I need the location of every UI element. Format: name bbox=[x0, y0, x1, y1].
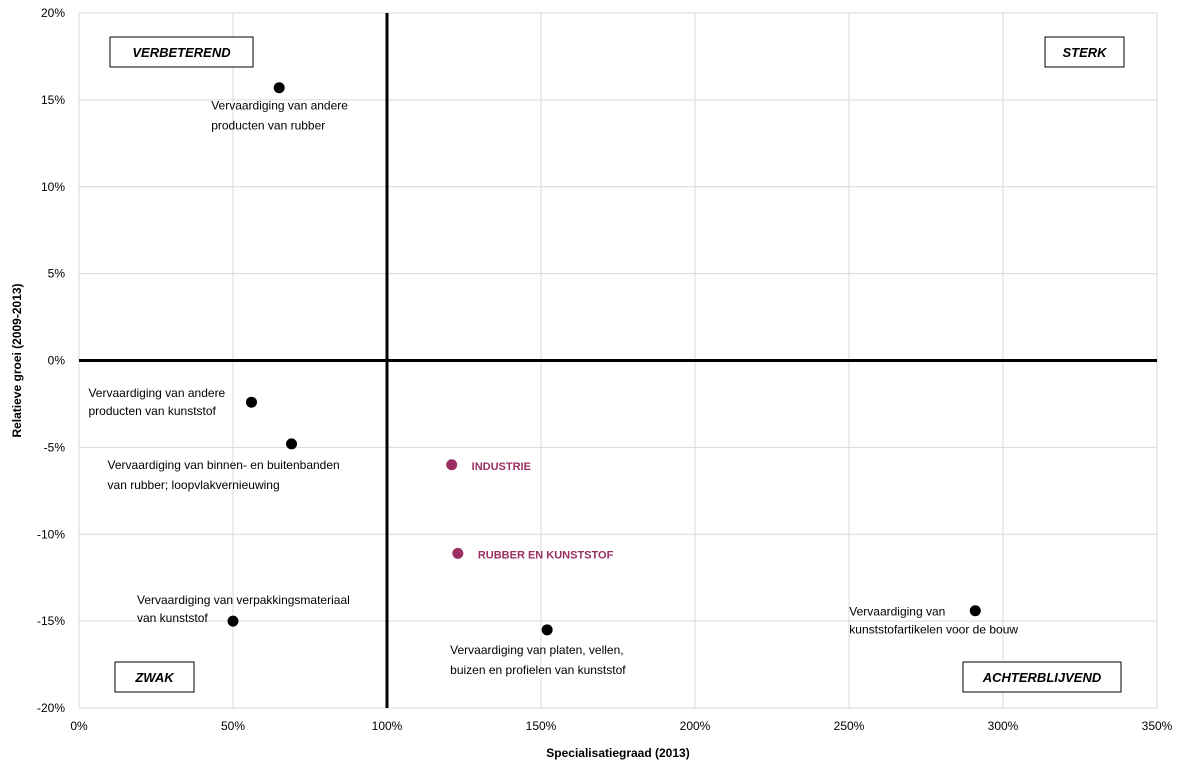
data-point-label: Vervaardiging van verpakkingsmateriaal va… bbox=[137, 593, 350, 625]
data-point-label: Vervaardiging van andere producten van ru… bbox=[211, 99, 348, 133]
data-point-group: Vervaardiging van platen, vellen, buizen … bbox=[450, 624, 626, 677]
data-point bbox=[969, 605, 981, 617]
y-axis-title: Relatieve groei (2009-2013) bbox=[10, 283, 24, 437]
quadrant-lines bbox=[79, 13, 1157, 708]
highlight-point bbox=[452, 547, 464, 559]
x-tick-label: 100% bbox=[372, 719, 403, 733]
y-tick-label: -5% bbox=[44, 440, 66, 454]
quadrant-label-text: ACHTERBLIJVEND bbox=[982, 670, 1102, 685]
quadrant-label-top-left: VERBETEREND bbox=[109, 36, 254, 68]
data-points: Vervaardiging van andere producten van ru… bbox=[88, 82, 1018, 677]
data-point-group: Vervaardiging van andere producten van ru… bbox=[211, 82, 348, 133]
x-tick-label: 200% bbox=[680, 719, 711, 733]
data-point-label: INDUSTRIE bbox=[472, 461, 531, 473]
y-tick-label: 15% bbox=[41, 93, 65, 107]
data-point bbox=[286, 438, 298, 450]
y-axis-ticks: -20% -15% -10% -5% 0% 5% 10% 15% 20% bbox=[37, 6, 65, 715]
data-point-label: RUBBER EN KUNSTSTOF bbox=[478, 549, 614, 561]
data-point-group: Vervaardiging van binnen- en buitenbande… bbox=[108, 438, 340, 492]
data-point-group: RUBBER EN KUNSTSTOF bbox=[452, 547, 614, 561]
quadrant-label-bottom-right: ACHTERBLIJVEND bbox=[962, 661, 1122, 693]
data-point-group: Vervaardiging van verpakkingsmateriaal va… bbox=[137, 593, 350, 627]
x-tick-label: 250% bbox=[834, 719, 865, 733]
data-point-group: Vervaardiging van kunststofartikelen voor… bbox=[849, 605, 1018, 637]
data-point-label: Vervaardiging van binnen- en buitenbande… bbox=[108, 458, 340, 492]
x-tick-label: 300% bbox=[988, 719, 1019, 733]
x-axis-ticks: 0% 50% 100% 150% 200% 250% 300% 350% bbox=[70, 719, 1172, 733]
data-point bbox=[245, 396, 257, 408]
quadrant-label-text: VERBETEREND bbox=[132, 45, 231, 60]
x-tick-label: 150% bbox=[526, 719, 557, 733]
y-tick-label: -20% bbox=[37, 701, 65, 715]
data-point bbox=[273, 82, 285, 94]
data-point-label: Vervaardiging van platen, vellen, buizen … bbox=[450, 643, 626, 677]
quadrant-label-text: ZWAK bbox=[134, 670, 175, 685]
quadrant-labels: VERBETEREND STERK ZWAK ACHTERBLIJVEND bbox=[109, 36, 1125, 693]
y-tick-label: 0% bbox=[48, 354, 66, 368]
data-point-group: INDUSTRIE bbox=[446, 459, 531, 473]
quadrant-label-bottom-left: ZWAK bbox=[114, 661, 195, 693]
x-tick-label: 350% bbox=[1142, 719, 1173, 733]
highlight-point bbox=[446, 459, 458, 471]
quadrant-label-text: STERK bbox=[1062, 45, 1108, 60]
y-tick-label: 10% bbox=[41, 180, 65, 194]
data-point-group: Vervaardiging van andere producten van ku… bbox=[88, 386, 257, 418]
data-point bbox=[541, 624, 553, 636]
y-tick-label: -15% bbox=[37, 614, 65, 628]
data-point-label: Vervaardiging van kunststofartikelen voor… bbox=[849, 605, 1018, 637]
x-axis-title: Specialisatiegraad (2013) bbox=[546, 746, 689, 760]
x-tick-label: 0% bbox=[70, 719, 88, 733]
data-point-label: Vervaardiging van andere producten van ku… bbox=[88, 386, 225, 418]
quadrant-label-top-right: STERK bbox=[1044, 36, 1125, 68]
data-point bbox=[227, 615, 239, 627]
x-tick-label: 50% bbox=[221, 719, 245, 733]
y-tick-label: 5% bbox=[48, 267, 66, 281]
y-tick-label: -10% bbox=[37, 527, 65, 541]
y-tick-label: 20% bbox=[41, 6, 65, 20]
